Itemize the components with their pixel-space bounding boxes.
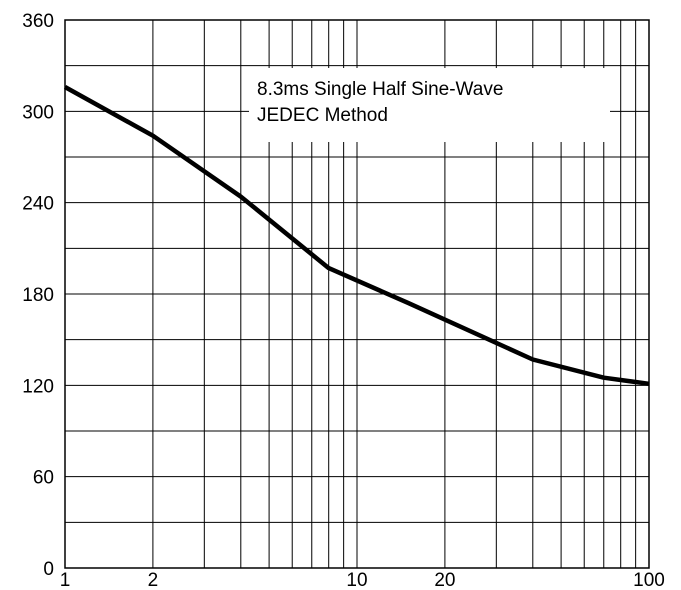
y-tick-label: 360 xyxy=(22,11,54,32)
y-tick-label: 300 xyxy=(22,102,54,123)
x-tick-label: 100 xyxy=(633,570,665,590)
annotation-line-1: 8.3ms Single Half Sine-Wave xyxy=(257,79,503,100)
y-tick-label: 0 xyxy=(43,559,54,580)
y-tick-label: 180 xyxy=(22,285,54,306)
y-tick-labels: 0 60 120 180 240 300 360 xyxy=(22,11,54,580)
annotation-line-2: JEDEC Method xyxy=(257,105,388,126)
y-tick-label: 60 xyxy=(33,468,54,489)
plot-frame xyxy=(64,19,650,569)
x-tick-label: 2 xyxy=(148,570,159,590)
x-tick-label: 1 xyxy=(60,570,71,590)
series-group xyxy=(63,85,650,387)
x-tick-labels: 1 2 10 20 100 xyxy=(60,570,665,590)
x-tick-label: 10 xyxy=(346,570,367,590)
y-tick-label: 120 xyxy=(22,376,54,397)
series-line-1 xyxy=(63,85,650,387)
plot-border xyxy=(64,19,650,569)
y-tick-label: 240 xyxy=(22,194,54,215)
annotation: 8.3ms Single Half Sine-Wave JEDEC Method xyxy=(249,68,610,142)
annotation-background xyxy=(249,68,610,142)
x-tick-label: 20 xyxy=(434,570,455,590)
